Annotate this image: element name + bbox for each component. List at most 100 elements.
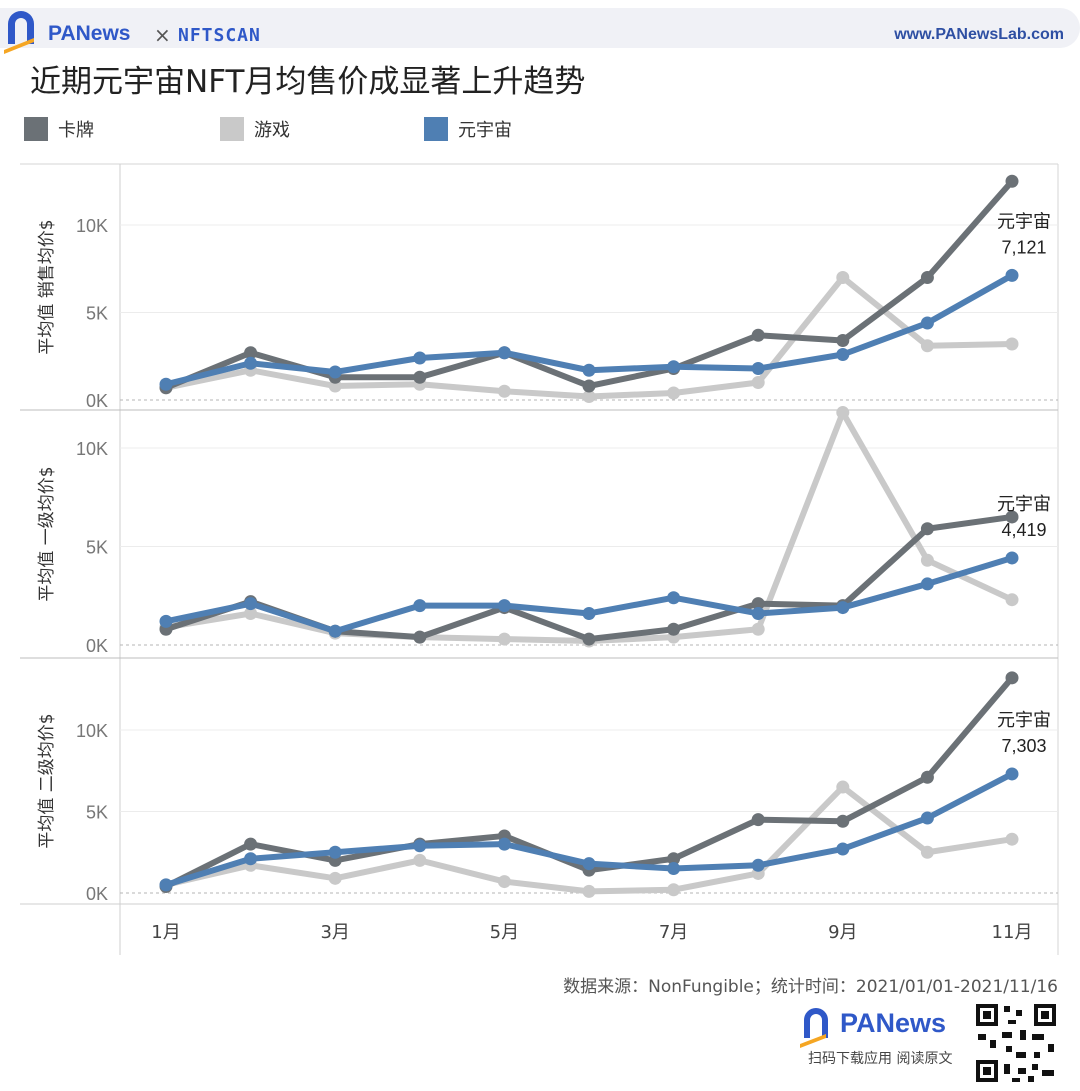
data-point-卡牌 — [1005, 671, 1019, 685]
data-point-游戏 — [667, 883, 681, 897]
y-axis-label: 平均值 一级均价$ — [37, 466, 57, 601]
header-site-url[interactable]: www.PANewsLab.com — [894, 26, 1064, 43]
annotation-label: 元宇宙 — [997, 710, 1051, 731]
x-tick-label: 1月 — [151, 922, 180, 943]
x-tick-label: 9月 — [828, 922, 857, 943]
data-point-元宇宙 — [159, 614, 173, 628]
x-tick-label: 7月 — [659, 922, 688, 943]
data-point-元宇宙 — [328, 365, 342, 379]
y-tick-label: 0K — [86, 636, 108, 656]
data-point-元宇宙 — [244, 852, 258, 866]
data-point-卡牌 — [920, 770, 934, 784]
data-point-卡牌 — [751, 328, 765, 342]
data-point-卡牌 — [413, 370, 427, 384]
legend-swatch-games — [220, 117, 244, 141]
data-point-元宇宙 — [582, 857, 596, 871]
data-point-元宇宙 — [413, 351, 427, 365]
annotation-label: 元宇宙 — [997, 211, 1051, 232]
y-tick-label: 5K — [86, 538, 108, 558]
data-point-游戏 — [836, 406, 850, 420]
data-point-元宇宙 — [836, 348, 850, 361]
header-separator: × — [154, 23, 171, 47]
data-point-元宇宙 — [836, 601, 850, 615]
y-tick-label: 0K — [86, 391, 108, 411]
data-point-元宇宙 — [244, 356, 258, 370]
footer-brand: PANews — [840, 1008, 947, 1038]
data-point-元宇宙 — [244, 597, 258, 611]
y-axis-label: 平均值 二级均价$ — [37, 713, 57, 848]
x-tick-label: 3月 — [320, 922, 349, 943]
data-point-元宇宙 — [497, 346, 511, 360]
data-point-游戏 — [836, 271, 850, 284]
data-point-游戏 — [1005, 593, 1019, 607]
y-tick-label: 10K — [76, 216, 108, 236]
data-point-卡牌 — [667, 622, 681, 636]
data-point-卡牌 — [582, 632, 596, 646]
y-tick-label: 0K — [86, 884, 108, 904]
data-point-卡牌 — [920, 522, 934, 536]
data-point-游戏 — [413, 853, 427, 867]
data-point-卡牌 — [667, 852, 681, 866]
data-point-元宇宙 — [1005, 551, 1019, 565]
data-point-元宇宙 — [1005, 767, 1019, 781]
y-tick-label: 10K — [76, 439, 108, 459]
data-point-元宇宙 — [497, 599, 511, 613]
legend-swatch-metaverse — [424, 117, 448, 141]
data-point-卡牌 — [1005, 174, 1019, 188]
header-bar: PANews × NFTSCAN www.PANewsLab.com — [0, 8, 1080, 54]
legend-item-games: 游戏 — [220, 116, 290, 142]
data-point-元宇宙 — [920, 316, 934, 330]
header-brand-nftscan: NFTSCAN — [178, 25, 261, 46]
data-point-游戏 — [667, 386, 681, 400]
data-point-元宇宙 — [582, 606, 596, 620]
y-tick-label: 10K — [76, 721, 108, 741]
line-chart: 0K 5K 10K 平均值 销售均价$ 元宇宙 7,121 0K 5K 10K 平均值 一级均价$… — [20, 163, 1059, 955]
data-point-游戏 — [920, 553, 934, 567]
data-point-游戏 — [497, 384, 511, 398]
legend-item-cards: 卡牌 — [24, 116, 94, 142]
data-point-元宇宙 — [497, 837, 511, 851]
panews-logo-icon — [4, 11, 34, 54]
data-point-元宇宙 — [751, 362, 765, 375]
data-point-游戏 — [497, 632, 511, 646]
chart-legend: 卡牌 游戏 元宇宙 — [24, 116, 724, 142]
data-point-游戏 — [920, 339, 934, 353]
data-point-卡牌 — [244, 346, 258, 360]
data-point-游戏 — [497, 875, 511, 889]
data-point-元宇宙 — [328, 624, 342, 638]
y-tick-label: 5K — [86, 803, 108, 823]
header-brand-panews: PANews — [48, 22, 131, 45]
data-point-游戏 — [751, 376, 765, 389]
y-tick-label: 5K — [86, 304, 108, 324]
annotation-value: 4,419 — [1001, 520, 1046, 540]
data-point-元宇宙 — [667, 862, 681, 876]
data-point-卡牌 — [751, 813, 765, 827]
data-point-元宇宙 — [1005, 268, 1019, 282]
chart-title: 近期元宇宙NFT月均售价成显著上升趋势 — [30, 64, 586, 100]
y-axis-label: 平均值 销售均价$ — [37, 219, 57, 354]
annotation-label: 元宇宙 — [997, 494, 1051, 515]
legend-item-metaverse: 元宇宙 — [424, 116, 512, 142]
data-point-游戏 — [920, 845, 934, 859]
data-point-卡牌 — [751, 597, 765, 611]
footer-panews-logo-icon — [800, 1008, 828, 1048]
footer-caption[interactable]: 扫码下载应用 阅读原文 — [808, 1051, 953, 1067]
x-tick-label: 11月 — [992, 922, 1033, 943]
data-point-游戏 — [1005, 832, 1019, 846]
legend-label-cards: 卡牌 — [58, 120, 94, 141]
data-point-元宇宙 — [582, 363, 596, 377]
qr-code-icon[interactable] — [972, 1000, 1060, 1086]
data-point-元宇宙 — [159, 878, 173, 892]
annotation-value: 7,303 — [1001, 736, 1046, 756]
data-point-卡牌 — [413, 630, 427, 644]
x-tick-label: 5月 — [490, 922, 519, 943]
series-line-卡牌 — [163, 178, 1015, 391]
data-point-游戏 — [1005, 337, 1019, 351]
data-point-卡牌 — [582, 379, 596, 393]
data-point-元宇宙 — [751, 858, 765, 872]
data-source-note: 数据来源：NonFungible；统计时间：2021/01/01-2021/11… — [563, 977, 1058, 997]
data-point-卡牌 — [1005, 510, 1019, 524]
data-point-元宇宙 — [836, 842, 850, 856]
data-point-元宇宙 — [413, 599, 427, 613]
annotation-value: 7,121 — [1001, 237, 1046, 257]
